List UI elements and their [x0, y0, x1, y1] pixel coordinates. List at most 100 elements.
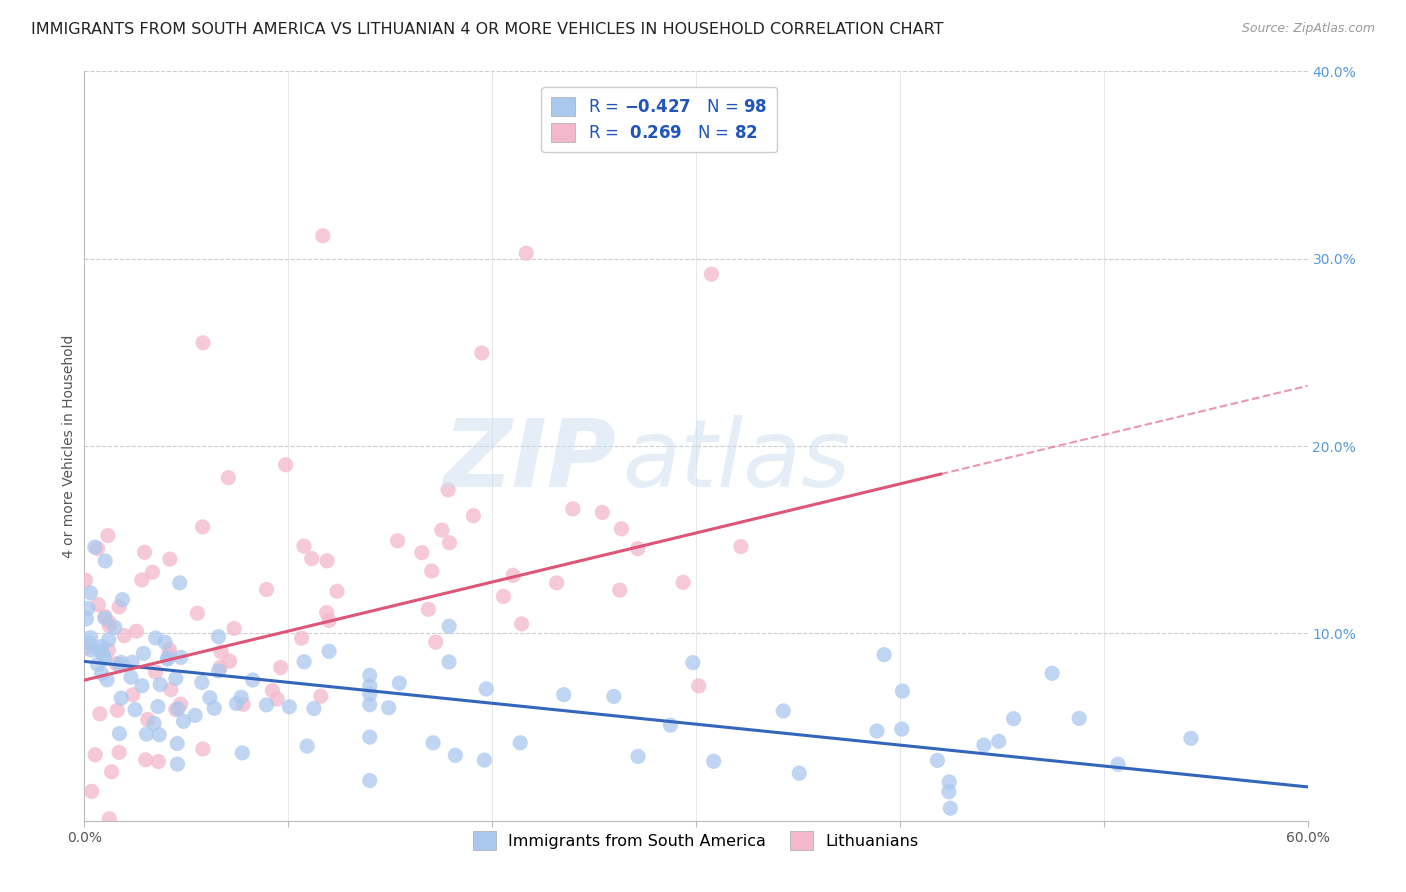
Point [131, 679, 153, 693]
Point [242, 673, 264, 687]
Point [100, 764, 122, 779]
Y-axis label: 4 or more Vehicles in Household: 4 or more Vehicles in Household [62, 334, 76, 558]
Point [125, 624, 148, 639]
Point [359, 730, 381, 744]
Point [430, 523, 453, 537]
Point [873, 648, 896, 662]
Point [89, 644, 111, 658]
Point [209, 645, 232, 659]
Point [866, 724, 889, 739]
Point [165, 702, 187, 716]
Point [135, 753, 157, 767]
Point [659, 718, 682, 732]
Point [256, 582, 278, 597]
Point [703, 754, 725, 768]
Point [627, 749, 650, 764]
Point [437, 655, 460, 669]
Point [938, 785, 960, 799]
Point [266, 692, 288, 706]
Point [132, 646, 155, 660]
Point [84, 747, 107, 762]
Point [502, 568, 524, 582]
Text: IMMIGRANTS FROM SOUTH AMERICA VS LITHUANIAN 4 OR MORE VEHICLES IN HOUSEHOLD CORR: IMMIGRANTS FROM SOUTH AMERICA VS LITHUAN… [31, 22, 943, 37]
Point [318, 614, 340, 628]
Point [191, 675, 214, 690]
Point [94, 611, 117, 625]
Point [191, 742, 214, 756]
Point [609, 583, 631, 598]
Point [510, 616, 533, 631]
Point [292, 655, 315, 669]
Point [700, 267, 723, 281]
Point [153, 635, 176, 649]
Point [207, 664, 229, 678]
Point [359, 668, 381, 682]
Point [1069, 711, 1091, 725]
Point [515, 246, 537, 260]
Point [94, 554, 117, 568]
Point [359, 679, 381, 693]
Point [124, 703, 146, 717]
Point [173, 714, 195, 729]
Point [302, 701, 325, 715]
Point [938, 775, 960, 789]
Point [207, 630, 229, 644]
Point [94, 609, 117, 624]
Point [475, 681, 498, 696]
Point [76, 612, 98, 626]
Point [108, 726, 131, 740]
Point [463, 508, 485, 523]
Point [77, 636, 100, 650]
Point [270, 660, 292, 674]
Point [418, 602, 440, 616]
Point [80, 643, 103, 657]
Point [377, 700, 399, 714]
Point [94, 652, 117, 666]
Point [509, 736, 531, 750]
Point [474, 753, 496, 767]
Point [224, 622, 246, 636]
Point [688, 679, 710, 693]
Point [198, 690, 221, 705]
Point [186, 606, 208, 620]
Point [553, 688, 575, 702]
Point [157, 642, 180, 657]
Point [444, 748, 467, 763]
Point [437, 483, 460, 497]
Point [318, 644, 340, 658]
Point [231, 690, 253, 705]
Point [134, 545, 156, 559]
Point [1180, 731, 1202, 746]
Point [90, 640, 112, 654]
Point [278, 699, 301, 714]
Point [108, 657, 131, 672]
Point [93, 648, 115, 663]
Point [591, 505, 613, 519]
Point [166, 757, 188, 772]
Point [610, 522, 633, 536]
Point [149, 677, 172, 691]
Point [561, 502, 583, 516]
Point [231, 746, 253, 760]
Point [80, 784, 103, 798]
Point [87, 598, 110, 612]
Text: Source: ZipAtlas.com: Source: ZipAtlas.com [1241, 22, 1375, 36]
Text: ZIP: ZIP [443, 415, 616, 507]
Point [121, 688, 143, 702]
Point [772, 704, 794, 718]
Point [388, 676, 411, 690]
Point [232, 698, 254, 712]
Point [787, 766, 810, 780]
Point [120, 670, 142, 684]
Point [939, 801, 962, 815]
Point [312, 228, 335, 243]
Point [145, 665, 167, 679]
Point [1107, 757, 1129, 772]
Point [131, 573, 153, 587]
Point [730, 540, 752, 554]
Point [159, 647, 181, 661]
Point [274, 458, 297, 472]
Point [682, 656, 704, 670]
Point [225, 697, 247, 711]
Point [75, 640, 97, 655]
